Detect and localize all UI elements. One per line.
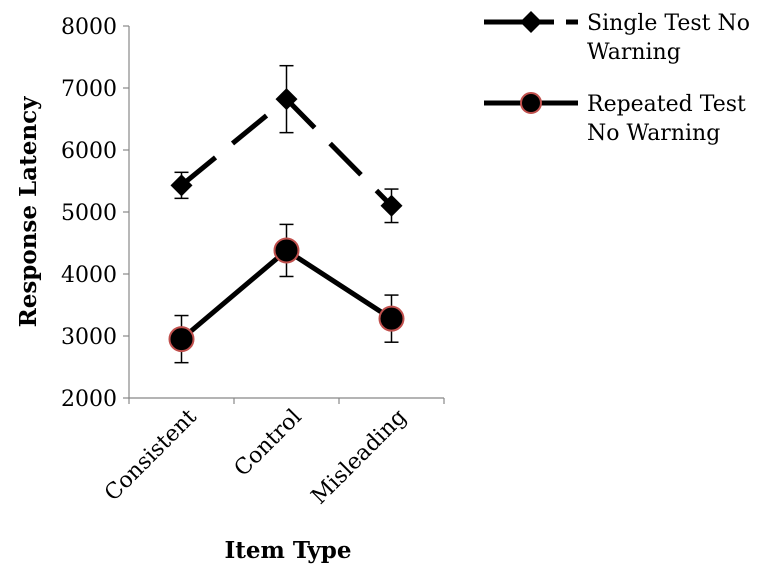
data-point <box>275 88 298 111</box>
y-tick-label: 2000 <box>61 387 117 412</box>
axes: 2000 3000 4000 5000 6000 7000 8000 Consistent Co… <box>61 15 445 510</box>
y-tick-label: 4000 <box>61 263 117 288</box>
series-layer <box>168 64 405 364</box>
data-point <box>168 326 195 353</box>
y-tick-label: 5000 <box>61 201 117 226</box>
legend-item-1: Single Test No Warning <box>484 11 750 65</box>
y-axis-title: Response Latency <box>15 96 42 327</box>
data-point <box>378 305 405 332</box>
legend-label: Warning <box>587 40 681 65</box>
legend-marker <box>520 92 542 114</box>
series-2 <box>168 223 405 364</box>
y-tick-label: 8000 <box>61 15 117 40</box>
data-point <box>380 194 403 217</box>
legend-label: No Warning <box>587 121 720 146</box>
x-tick-label: Control <box>230 405 307 482</box>
legend-item-2: Repeated Test No Warning <box>484 92 746 146</box>
series-1 <box>170 64 403 224</box>
y-tick-label: 3000 <box>61 325 117 350</box>
legend-label: Repeated Test <box>587 92 746 117</box>
data-point <box>170 174 193 197</box>
y-tick-label: 7000 <box>61 77 117 102</box>
y-tick-label: 6000 <box>61 139 117 164</box>
x-tick-label: Consistent <box>100 404 202 506</box>
legend: Single Test No Warning Repeated Test No War… <box>484 11 750 146</box>
data-point <box>273 237 300 264</box>
legend-marker <box>520 11 542 33</box>
x-axis-title: Item Type <box>224 537 351 564</box>
x-tick-label: Misleading <box>307 405 412 510</box>
legend-label: Single Test No <box>587 11 750 36</box>
